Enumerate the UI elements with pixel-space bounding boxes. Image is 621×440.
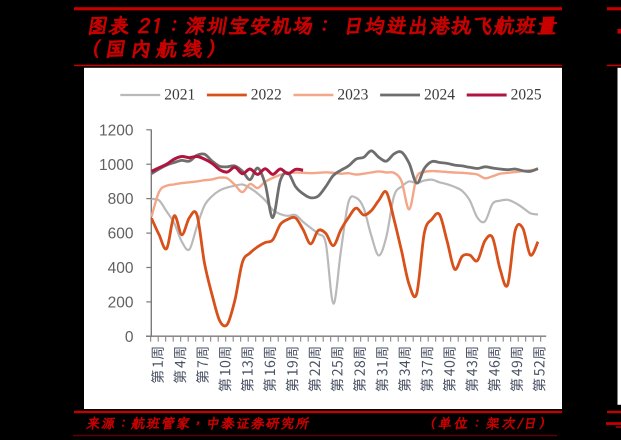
svg-text:1000: 1000 — [99, 157, 134, 174]
svg-text:400: 400 — [108, 260, 134, 277]
svg-text:0: 0 — [125, 329, 134, 346]
svg-text:2023: 2023 — [337, 87, 368, 104]
svg-text:800: 800 — [108, 191, 134, 208]
svg-text:2021: 2021 — [164, 87, 195, 104]
svg-text:1200: 1200 — [99, 122, 134, 139]
svg-text:200: 200 — [108, 295, 134, 312]
svg-text:2024: 2024 — [424, 87, 455, 104]
svg-text:2025: 2025 — [511, 87, 542, 104]
svg-text:600: 600 — [108, 226, 134, 243]
svg-text:2022: 2022 — [251, 87, 282, 104]
